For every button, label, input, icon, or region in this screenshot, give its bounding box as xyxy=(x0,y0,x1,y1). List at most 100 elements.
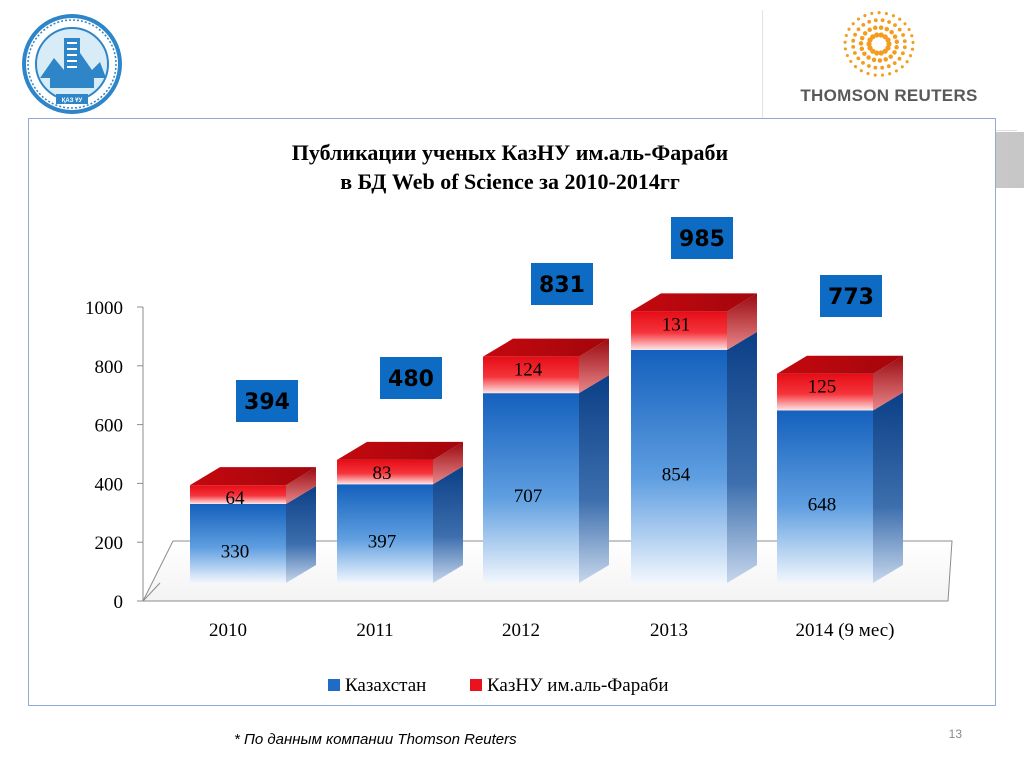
tr-ray-dot xyxy=(870,34,876,40)
tr-ray-dot xyxy=(894,45,899,50)
tr-ray-dot xyxy=(901,33,905,37)
tr-ray-dot xyxy=(898,17,902,21)
tr-ray-dot xyxy=(880,73,885,77)
tr-ray-dot xyxy=(873,65,878,70)
x-tick-label: 2010 xyxy=(209,620,247,641)
data-label-kaznu: 83 xyxy=(373,463,392,484)
tr-ray-dot xyxy=(866,72,870,76)
tr-ray-dot xyxy=(894,39,900,45)
tr-ray-dot xyxy=(908,54,913,58)
tr-ray-dot xyxy=(859,35,865,41)
bar-top xyxy=(777,355,903,374)
y-tick-label: 600 xyxy=(95,416,124,437)
tr-ray-dot xyxy=(894,69,898,73)
bar-kazakhstan-side xyxy=(873,392,903,583)
legend-swatch xyxy=(470,679,482,691)
tr-ray-dot xyxy=(905,60,909,64)
bar-kaznu-side xyxy=(873,355,903,411)
bar-kazakhstan xyxy=(777,410,873,583)
tr-ray-dot xyxy=(843,47,847,51)
bar-top xyxy=(190,467,316,486)
y-tick-label: 0 xyxy=(114,592,124,613)
x-tick-label: 2011 xyxy=(356,620,393,641)
tr-ray-dot xyxy=(858,41,864,46)
bar-top xyxy=(631,293,757,312)
tr-ray-dot xyxy=(851,45,856,49)
tr-ray-dot xyxy=(884,11,888,16)
tr-ray-dot xyxy=(872,25,878,31)
data-label-kaznu: 125 xyxy=(808,377,837,398)
bar-kazakhstan-side xyxy=(579,375,609,583)
bar-top xyxy=(337,441,463,460)
tr-ray-dot xyxy=(867,64,871,68)
tr-ray-dot xyxy=(873,73,877,77)
bar-kazakhstan-side xyxy=(727,331,757,583)
tr-ray-dot xyxy=(892,61,897,65)
bar-top xyxy=(483,338,609,357)
tr-ray-dot xyxy=(893,23,897,27)
data-label-kaznu: 131 xyxy=(662,314,691,335)
total-label: 480 xyxy=(388,367,434,392)
logo-bottom-text: ҚАЗ ҰУ xyxy=(62,98,83,104)
tr-ray-dot xyxy=(891,14,895,18)
tr-ray-dot xyxy=(886,64,891,69)
tr-ray-dot xyxy=(871,57,877,63)
tr-ray-dot xyxy=(888,54,893,59)
bar-kaznu-side xyxy=(286,467,316,504)
x-tick-label: 2013 xyxy=(650,620,688,641)
tr-ray-dot xyxy=(880,18,885,23)
thomson-reuters-logo-box xyxy=(762,10,1017,131)
thomson-reuters-rays-icon xyxy=(843,11,915,77)
tr-ray-dot xyxy=(903,22,907,26)
tr-ray-dot xyxy=(843,40,847,44)
page-number: 13 xyxy=(948,727,962,741)
tr-ray-dot xyxy=(892,50,897,55)
tr-ray-dot xyxy=(878,50,884,56)
total-box xyxy=(236,380,298,422)
data-label-kaznu: 64 xyxy=(226,488,246,509)
tr-ray-dot xyxy=(886,41,892,47)
total-box xyxy=(380,357,442,399)
tr-ray-dot xyxy=(889,29,894,35)
y-tick-label: 800 xyxy=(95,357,124,378)
tr-ray-dot xyxy=(874,32,880,38)
tr-ray-dot xyxy=(849,59,853,63)
tr-ray-dot xyxy=(874,50,880,56)
total-label: 985 xyxy=(679,227,725,252)
tr-ray-dot xyxy=(853,51,857,55)
tr-ray-dot xyxy=(870,11,874,15)
chart-title-line2: в БД Web of Science за 2010-2014гг xyxy=(340,169,680,194)
chart-title-line1: Публикации ученых КазНУ им.аль-Фараби xyxy=(291,140,729,165)
data-label-kazakhstan: 397 xyxy=(368,532,397,553)
tr-ray-dot xyxy=(861,61,865,65)
tr-ray-dot xyxy=(877,11,881,15)
tr-ray-dot xyxy=(851,22,855,26)
tr-ray-dot xyxy=(866,55,871,60)
tr-ray-dot xyxy=(863,14,867,18)
bar-kaznu xyxy=(631,311,727,350)
tr-ray-dot xyxy=(910,34,914,38)
y-tick-label: 1000 xyxy=(85,298,123,319)
bar-kazakhstan xyxy=(337,484,433,583)
tr-ray-dot xyxy=(867,19,872,24)
tr-ray-dot xyxy=(861,23,866,27)
tr-ray-dot xyxy=(902,39,907,43)
tr-ray-dot xyxy=(897,56,902,61)
legend-label: КазНУ им.аль-Фараби xyxy=(487,675,669,696)
bar-kaznu-side xyxy=(727,293,757,350)
tr-ray-dot xyxy=(878,32,884,38)
bar-kazakhstan-side xyxy=(433,466,463,583)
tr-ray-dot xyxy=(873,18,878,23)
tr-ray-dot xyxy=(856,17,861,21)
legend-label: Казахстан xyxy=(345,675,426,696)
tr-ray-dot xyxy=(877,58,883,63)
university-logo: ҚАЗ ҰУ xyxy=(22,14,122,114)
tr-ray-dot xyxy=(867,45,873,51)
tr-ray-dot xyxy=(907,27,911,32)
y-tick-label: 400 xyxy=(95,474,124,495)
tr-ray-dot xyxy=(897,27,902,32)
bar-kaznu xyxy=(777,373,873,411)
legend-swatch xyxy=(328,679,340,691)
tr-ray-dot xyxy=(856,27,861,32)
